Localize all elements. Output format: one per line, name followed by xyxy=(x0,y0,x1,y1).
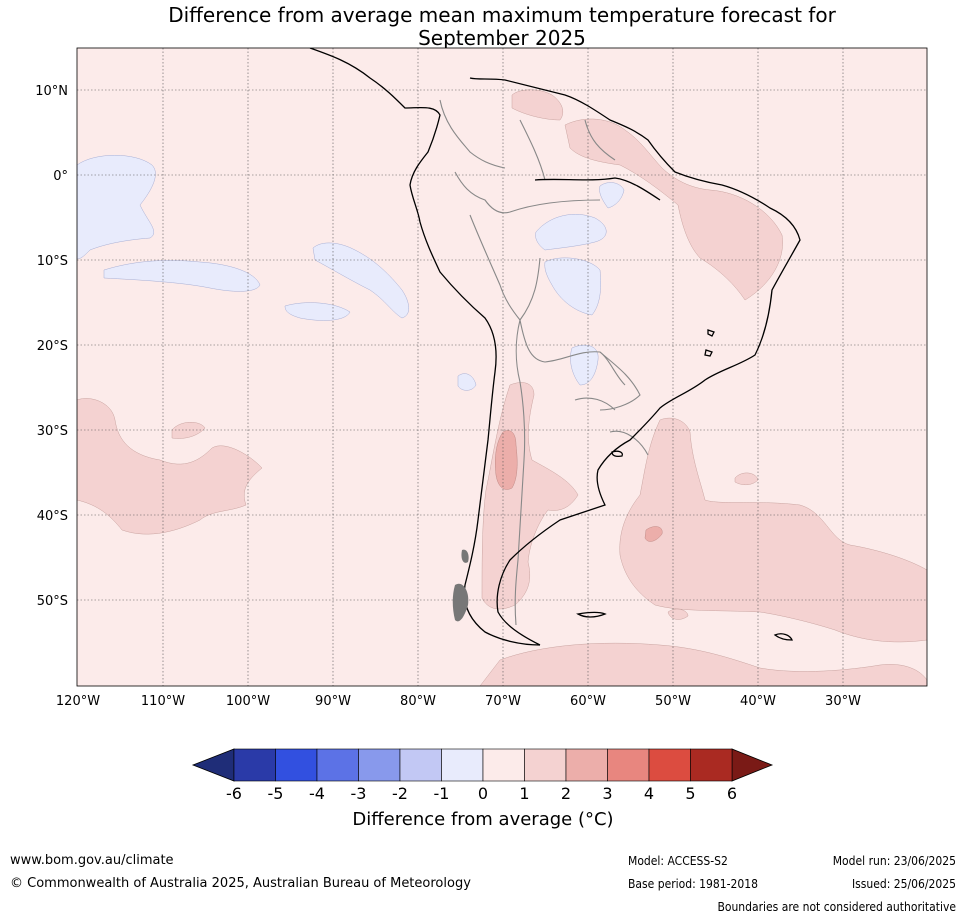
coastline xyxy=(309,48,801,646)
footer-base-period: Base period: 1981-2018 xyxy=(628,877,759,891)
footer-model: Model: ACCESS-S2 xyxy=(628,854,728,868)
colorbar: -6 -5 -4 -3 -2 -1 0 1 2 3 4 5 6 xyxy=(191,748,774,803)
colorbar-bin xyxy=(316,748,359,782)
footer-copyright: © Commonwealth of Australia 2025, Austra… xyxy=(10,876,471,891)
lon-label: 30°W xyxy=(825,694,861,709)
footer-disclaimer: Boundaries are not considered authoritat… xyxy=(717,900,956,914)
lat-label: 10°S xyxy=(37,254,68,269)
lon-label: 120°W xyxy=(56,694,100,709)
colorbar-tick-label: 3 xyxy=(602,784,612,803)
lon-label: 40°W xyxy=(740,694,776,709)
lon-label: 60°W xyxy=(570,694,606,709)
map-title: Difference from average mean maximum tem… xyxy=(77,4,927,50)
colorbar-bin xyxy=(275,748,318,782)
lon-label: 110°W xyxy=(141,694,185,709)
anomaly-minus1-regions xyxy=(77,155,625,391)
colorbar-bin xyxy=(607,748,650,782)
colorbar-tick-label: 5 xyxy=(685,784,695,803)
lat-label: 10°N xyxy=(35,84,68,99)
lon-label: 50°W xyxy=(655,694,691,709)
footer-issued: Issued: 25/06/2025 xyxy=(851,877,956,891)
colorbar-tick-label: -2 xyxy=(392,784,408,803)
anomaly-plus2-regions xyxy=(495,430,663,542)
colorbar-bin xyxy=(524,748,567,782)
colorbar-bin xyxy=(482,748,525,782)
country-borders xyxy=(439,99,649,626)
colorbar-bin xyxy=(565,748,608,782)
lon-label: 100°W xyxy=(226,694,270,709)
lon-label: 70°W xyxy=(485,694,521,709)
lat-label: 30°S xyxy=(37,424,68,439)
colorbar-tick-label: -3 xyxy=(351,784,367,803)
map-frame xyxy=(76,47,928,687)
colorbar-tick-label: -6 xyxy=(226,784,242,803)
lat-label: 40°S xyxy=(37,509,68,524)
graticule xyxy=(77,48,927,686)
colorbar-bin xyxy=(690,748,733,782)
footer-url[interactable]: www.bom.gov.au/climate xyxy=(10,853,174,868)
longitude-labels: 120°W 110°W 100°W 90°W 80°W 70°W 60°W 50… xyxy=(56,694,861,709)
colorbar-tick-label: -4 xyxy=(309,784,325,803)
lon-label: 80°W xyxy=(400,694,436,709)
colorbar-tick-label: 4 xyxy=(644,784,654,803)
colorbar-bin xyxy=(358,748,401,782)
colorbar-tick-label: 6 xyxy=(727,784,737,803)
colorbar-bin xyxy=(399,748,442,782)
lat-label: 0° xyxy=(53,169,68,184)
colorbar-bin xyxy=(233,748,276,782)
colorbar-bin xyxy=(648,748,691,782)
colorbar-label: Difference from average (°C) xyxy=(352,809,614,830)
colorbar-bin xyxy=(441,748,484,782)
southern-islands xyxy=(452,549,469,622)
colorbar-over-arrow xyxy=(731,748,774,782)
latitude-labels: 10°N 0° 10°S 20°S 30°S 40°S 50°S xyxy=(35,84,68,609)
footer-model-run: Model run: 23/06/2025 xyxy=(832,854,956,868)
title-line-1: Difference from average mean maximum tem… xyxy=(168,3,836,27)
colorbar-tick-label: -1 xyxy=(434,784,450,803)
colorbar-tick-label: 2 xyxy=(561,784,571,803)
colorbar-tick-label: -5 xyxy=(268,784,284,803)
title-line-2: September 2025 xyxy=(418,26,586,50)
lon-label: 90°W xyxy=(315,694,351,709)
colorbar-tick-label: 0 xyxy=(478,784,488,803)
lat-label: 20°S xyxy=(37,339,68,354)
colorbar-tick-label: 1 xyxy=(519,784,529,803)
lat-label: 50°S xyxy=(37,594,68,609)
colorbar-under-arrow xyxy=(191,748,235,782)
